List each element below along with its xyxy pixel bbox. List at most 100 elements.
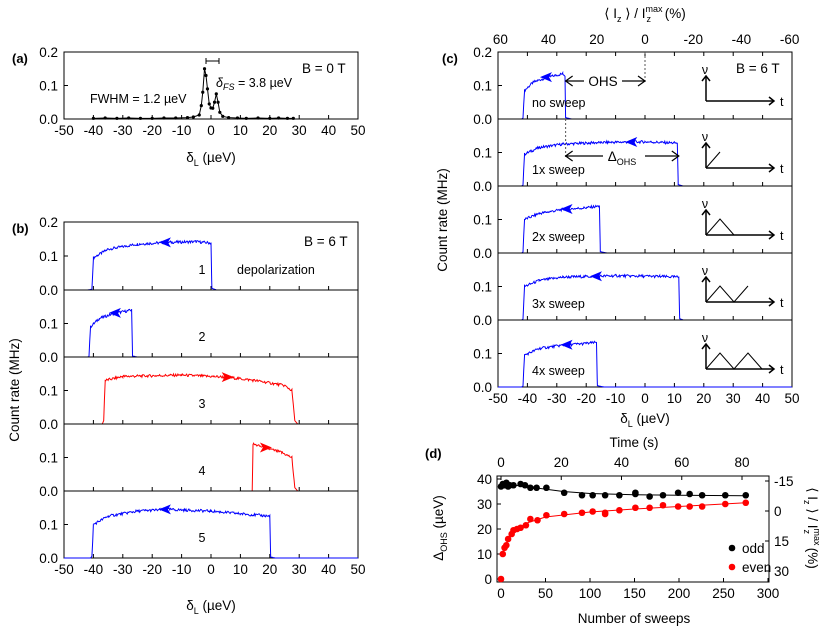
data-point-even bbox=[646, 504, 653, 512]
panel-a-ytick-label: 0.1 bbox=[39, 79, 58, 94]
panel-c-ytick-label: 0.1 bbox=[473, 347, 492, 362]
data-point-even bbox=[578, 509, 586, 517]
data-point-even bbox=[601, 510, 609, 518]
data-point-odd bbox=[698, 491, 706, 499]
inset-t-label: t bbox=[780, 229, 784, 243]
panel-a-xtick-label: 0 bbox=[207, 123, 215, 138]
data-point-odd bbox=[674, 489, 682, 497]
delta-ohs-label: ΔOHS bbox=[608, 149, 637, 167]
panel-c-xtick-label: -10 bbox=[606, 391, 626, 406]
panel-d-label: (d) bbox=[425, 446, 442, 461]
panel-d-xtick-label: 250 bbox=[712, 586, 735, 601]
panel-a-data-point bbox=[244, 116, 248, 120]
panel-d-xtick-label: 0 bbox=[497, 586, 505, 601]
fine-structure-annotation: δFS = 3.8 µeV bbox=[216, 76, 293, 92]
data-point-odd bbox=[589, 491, 596, 499]
arrow-right-icon bbox=[768, 230, 776, 240]
panel-a-data-point bbox=[197, 113, 201, 117]
panel-a-data-point bbox=[218, 110, 222, 114]
arrow-right-icon bbox=[768, 297, 776, 307]
panel-c-ytick-label: 0.0 bbox=[473, 380, 492, 395]
arrow-up-icon bbox=[701, 141, 711, 149]
inset-sweep-pattern bbox=[705, 352, 763, 370]
panel-a-data-point bbox=[285, 116, 290, 120]
panel-b-ytick-label: 0.1 bbox=[39, 518, 58, 533]
panel-d-right-ylabel: ⟨ Iz ⟩ / Imaxz (%) bbox=[802, 487, 822, 569]
panel-c-ylabel: Count rate (MHz) bbox=[435, 168, 450, 272]
data-point-odd bbox=[616, 491, 623, 499]
panel-b-xtick-label: 40 bbox=[321, 562, 336, 577]
data-point-even bbox=[543, 511, 550, 519]
data-point-odd bbox=[578, 491, 586, 499]
panel-c-top-tick-label: 40 bbox=[541, 32, 556, 47]
panel-c-top-tick-label: 20 bbox=[589, 32, 604, 47]
panel-a-xtick-label: 30 bbox=[292, 123, 307, 138]
inset-nu-label: ν bbox=[702, 130, 708, 144]
panel-b-xtick-label: -40 bbox=[84, 562, 104, 577]
data-point-odd bbox=[533, 484, 540, 492]
panel-a-data-point bbox=[201, 90, 205, 94]
panel-b-xlabel: δL (µeV) bbox=[186, 598, 236, 616]
panel-d-right-tick-label: 0 bbox=[774, 504, 782, 519]
panel-c-ytick-label: 0.2 bbox=[473, 45, 492, 60]
panel-a-xtick-label: -50 bbox=[54, 123, 74, 138]
sweep-direction-arrow-icon bbox=[259, 442, 272, 453]
panel-a-data-point bbox=[185, 116, 190, 120]
data-point-even bbox=[522, 521, 530, 529]
data-point-even bbox=[497, 575, 505, 583]
panel-b-ytick-label: 0.0 bbox=[39, 484, 58, 499]
panel-c-ytick-label: 0.1 bbox=[473, 280, 492, 295]
panel-d-ylabel: ΔOHS (µeV) bbox=[431, 495, 449, 561]
data-point-odd bbox=[521, 481, 529, 489]
panel-d-right-tick-label: -15 bbox=[774, 474, 794, 489]
panel-a-data-point bbox=[212, 100, 217, 104]
data-point-odd bbox=[510, 481, 517, 489]
panel-b-xtick-label: -30 bbox=[113, 562, 133, 577]
panel-a-data-point bbox=[138, 116, 143, 120]
panel-c-xtick-label: -20 bbox=[576, 391, 596, 406]
panel-a-data-point bbox=[162, 116, 166, 120]
inset-sweep-pattern bbox=[705, 151, 721, 169]
panel-a-xlabel: δL (µeV) bbox=[186, 150, 236, 168]
panel-b-ylabel: Count rate (MHz) bbox=[7, 338, 22, 442]
panel-a-data-point bbox=[214, 92, 218, 96]
sweep-direction-arrow-icon bbox=[560, 204, 573, 215]
panel-a-data-point bbox=[235, 116, 240, 120]
trace-number-label: 5 bbox=[199, 531, 206, 545]
panel-b-field-label: B = 6 T bbox=[304, 234, 348, 249]
panel-c-top-tick-label: -60 bbox=[780, 32, 800, 47]
panel-a-data-point bbox=[204, 73, 208, 78]
sweep-direction-arrow-icon bbox=[221, 372, 234, 383]
panel-c-label: (c) bbox=[442, 51, 458, 66]
panel-c-ytick-label: 0.1 bbox=[473, 79, 492, 94]
panel-d-ytick-label: 0 bbox=[484, 572, 492, 587]
panel-b-frame bbox=[63, 289, 359, 358]
panel-d-xtick-label: 200 bbox=[668, 586, 691, 601]
sweep-count-label: 1x sweep bbox=[532, 163, 585, 177]
trace-number-label: 4 bbox=[199, 464, 206, 478]
panel-a-data-point bbox=[207, 102, 211, 106]
legend-marker-odd bbox=[728, 544, 736, 552]
sweep-count-label: 3x sweep bbox=[532, 297, 585, 311]
arrow-left-icon bbox=[564, 75, 573, 87]
panel-a-data-point bbox=[216, 100, 220, 104]
legend-odd-label: odd bbox=[742, 541, 765, 556]
sweep-direction-arrow-icon bbox=[108, 307, 121, 318]
arrow-right-icon bbox=[768, 364, 776, 374]
panel-b-frame bbox=[63, 423, 359, 492]
data-point-even bbox=[503, 541, 510, 549]
panel-a-data-point bbox=[202, 67, 207, 71]
sweep-count-label: 4x sweep bbox=[532, 364, 585, 378]
panel-d-xlabel: Number of sweeps bbox=[578, 611, 691, 626]
panel-a-data-point bbox=[256, 116, 260, 120]
panel-c-xtick-label: -40 bbox=[518, 391, 538, 406]
panel-d-xtick-label: 300 bbox=[757, 586, 780, 601]
inset-t-label: t bbox=[780, 363, 784, 377]
panel-c-top-tick-label: -40 bbox=[732, 32, 752, 47]
panel-c-xtick-label: 40 bbox=[755, 391, 770, 406]
panel-c-field-label: B = 6 T bbox=[736, 61, 780, 76]
panel-a-xtick-label: -30 bbox=[113, 123, 133, 138]
data-point-even bbox=[560, 510, 568, 518]
data-point-odd bbox=[686, 490, 693, 498]
panel-b-trace-4 bbox=[64, 442, 358, 492]
